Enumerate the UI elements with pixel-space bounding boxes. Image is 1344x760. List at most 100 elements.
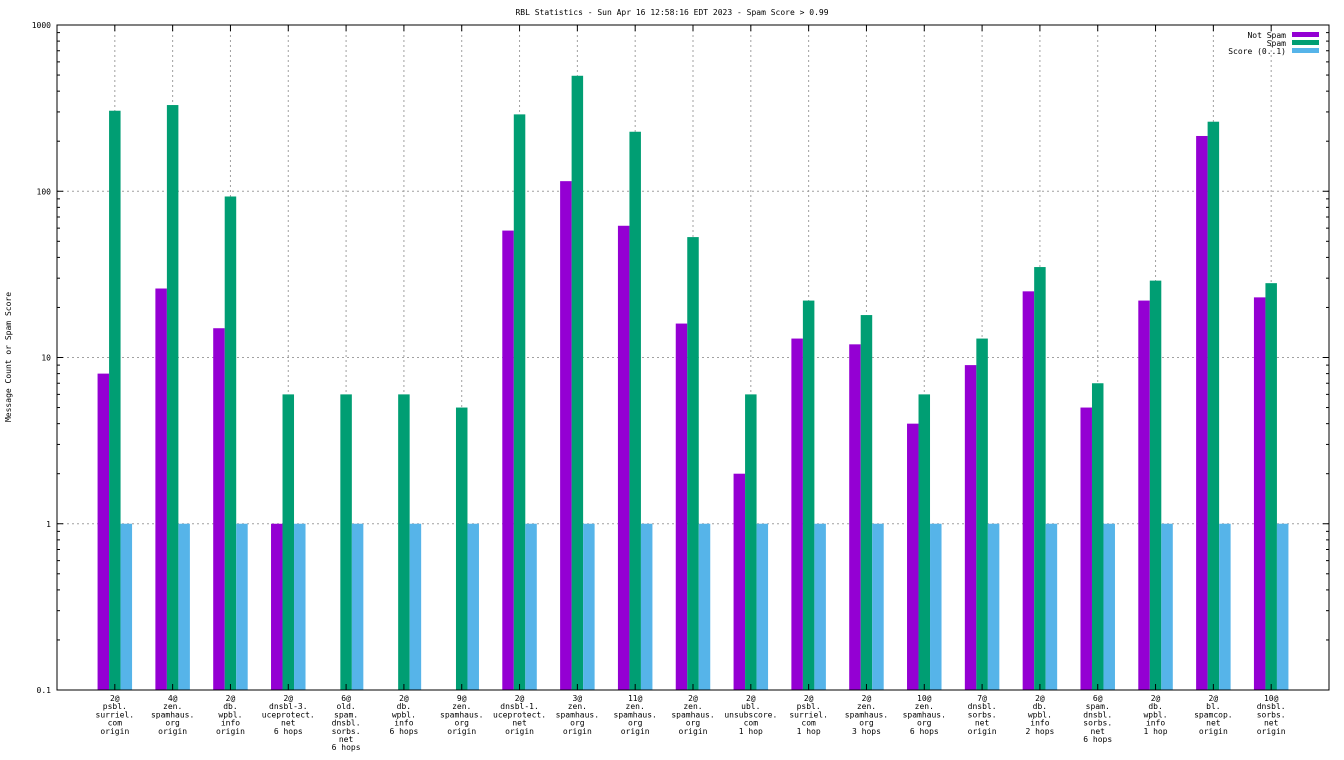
- x-tick-label-line: 1 hop: [797, 727, 821, 736]
- x-tick-label-line: sorbs.: [332, 727, 361, 736]
- x-tick-label-line: 10@: [1264, 694, 1279, 703]
- bar-score-0-1: [467, 523, 479, 690]
- x-tick-label-line: wpbl.: [1028, 710, 1052, 719]
- x-tick-label-line: 2@: [1035, 694, 1045, 703]
- x-tick-label-line: zen.: [915, 702, 934, 711]
- x-tick-label-line: 6 hops: [274, 727, 303, 736]
- x-tick-label-line: psbl.: [103, 702, 127, 711]
- x-tick-label-line: 2@: [746, 694, 756, 703]
- bar-not-spam: [791, 338, 803, 690]
- x-tick-label-line: net: [281, 719, 296, 728]
- x-tick-label: 2@ db. wpbl. info 1 hop: [1143, 694, 1167, 736]
- bar-spam: [571, 75, 584, 690]
- x-tick-label-line: 2@: [804, 694, 814, 703]
- x-tick-label-line: org: [859, 719, 874, 728]
- x-tick-label-line: 2@: [515, 694, 525, 703]
- bar-spam: [340, 394, 352, 690]
- x-tick-label-line: 6 hops: [1083, 735, 1112, 744]
- x-tick-label-line: zen.: [452, 702, 471, 711]
- x-tick-label-line: origin: [100, 727, 129, 736]
- bar-score-0-1: [1161, 523, 1173, 690]
- x-tick-label-line: dnsbl.: [968, 702, 997, 711]
- x-tick-label-line: origin: [679, 727, 708, 736]
- bar-not-spam: [907, 423, 919, 690]
- x-tick-label: 2@ bl. spamcop. net origin: [1194, 694, 1233, 736]
- x-tick-label-line: origin: [1257, 727, 1286, 736]
- y-tick-label: 1000: [32, 21, 51, 30]
- legend-swatch: [1292, 40, 1319, 45]
- x-tick-label-line: spamhaus.: [556, 710, 599, 719]
- y-tick-label: 1: [46, 520, 51, 529]
- x-tick-label-line: 7@: [977, 694, 987, 703]
- x-tick-label-line: 2@: [110, 694, 120, 703]
- x-tick-label-line: 1 hop: [739, 727, 763, 736]
- bar-not-spam: [1253, 297, 1266, 690]
- x-tick-label-line: info: [1030, 719, 1049, 728]
- bar-score-0-1: [930, 523, 942, 690]
- x-tick-label-line: 2@: [399, 694, 409, 703]
- x-tick-label-line: 2@: [1151, 694, 1161, 703]
- x-tick-label-line: origin: [447, 727, 476, 736]
- bar-spam: [976, 338, 988, 690]
- x-tick-label-line: surriel.: [96, 710, 135, 719]
- x-tick-label-line: org: [570, 719, 585, 728]
- x-tick-label-line: 11@: [628, 694, 643, 703]
- x-tick-label-line: org: [686, 719, 701, 728]
- chart-title: RBL Statistics - Sun Apr 16 12:58:16 EDT…: [515, 8, 828, 17]
- x-tick-label-line: net: [1264, 719, 1279, 728]
- bar-not-spam: [97, 373, 110, 690]
- bar-spam: [1149, 280, 1162, 690]
- x-tick-label: 2@ db. wpbl. info 2 hops: [1025, 694, 1054, 736]
- x-tick-label: 6@ spam. dnsbl. sorbs. net 6 hops: [1083, 694, 1112, 744]
- x-tick-label-line: com: [801, 719, 816, 728]
- x-tick-label-line: origin: [621, 727, 650, 736]
- x-tick-label: 2@ db. wpbl. info 6 hops: [389, 694, 418, 736]
- bar-score-0-1: [1103, 523, 1115, 690]
- y-axis-label: Message Count or Spam Score: [4, 292, 13, 422]
- x-tick-label-line: db.: [223, 702, 237, 711]
- legend-label: Not Spam: [1247, 31, 1286, 40]
- x-tick-label-line: origin: [505, 727, 534, 736]
- bar-not-spam: [213, 328, 225, 690]
- bar-score-0-1: [987, 523, 1000, 690]
- x-tick-label-line: 2@: [283, 694, 293, 703]
- x-tick-label-line: 2@: [688, 694, 698, 703]
- x-tick-label: 2@ dnsbl-3. uceprotect. net 6 hops: [262, 694, 315, 736]
- x-tick-label-line: spamhaus.: [440, 710, 483, 719]
- x-tick-label-line: 2@: [226, 694, 236, 703]
- x-tick-label-line: dnsbl.: [1083, 710, 1112, 719]
- x-tick-label-line: 3 hops: [852, 727, 881, 736]
- x-tick-label: 9@ zen. spamhaus. org origin: [440, 694, 483, 736]
- x-tick-label-line: surriel.: [789, 710, 828, 719]
- bars: [97, 75, 1289, 691]
- x-tick-label: 2@ psbl. surriel. com origin: [96, 694, 135, 736]
- x-tick-label-line: uceprotect.: [493, 710, 546, 719]
- x-tick-label: 10@ zen. spamhaus. org 6 hops: [903, 694, 946, 736]
- bar-spam: [1034, 267, 1046, 690]
- x-tick-label-line: 2@: [1209, 694, 1219, 703]
- bar-score-0-1: [409, 523, 422, 690]
- bar-not-spam: [155, 288, 167, 690]
- bar-score-0-1: [583, 523, 595, 690]
- bar-spam: [282, 394, 295, 690]
- x-tick-label-line: 6 hops: [910, 727, 939, 736]
- bar-score-0-1: [1219, 523, 1231, 690]
- x-tick-label-line: dnsbl-3.: [269, 702, 308, 711]
- x-tick-label-line: org: [165, 719, 180, 728]
- x-tick-label-line: spamhaus.: [671, 710, 714, 719]
- x-tick-label-line: 6@: [1093, 694, 1103, 703]
- bar-score-0-1: [1045, 523, 1058, 690]
- x-tick-label-line: dnsbl.: [332, 719, 361, 728]
- bar-not-spam: [675, 323, 688, 690]
- x-tick-label-line: origin: [158, 727, 187, 736]
- x-tick-label-line: zen.: [683, 702, 702, 711]
- x-tick-label-line: old.: [336, 702, 355, 711]
- x-tick-label-line: 4@: [168, 694, 178, 703]
- x-tick-label-line: wpbl.: [1143, 710, 1167, 719]
- y-tick-label: 10: [41, 354, 51, 363]
- bar-score-0-1: [178, 523, 190, 690]
- x-tick-label-line: spam.: [1086, 702, 1110, 711]
- x-tick-label-line: 10@: [917, 694, 932, 703]
- x-tick-label-line: info: [221, 719, 240, 728]
- bar-spam: [802, 300, 815, 690]
